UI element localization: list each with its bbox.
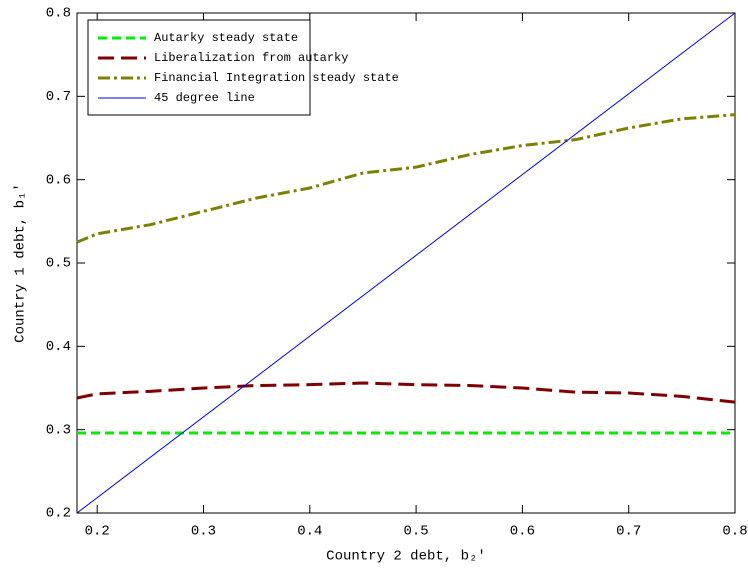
legend-box [87, 19, 311, 116]
y-tick-label: 0.5 [46, 256, 71, 272]
legend-label: 45 degree line [154, 91, 255, 105]
y-tick-label: 0.7 [46, 89, 71, 105]
x-tick-label: 0.2 [85, 524, 110, 540]
y-tick-label: 0.4 [46, 339, 71, 355]
x-tick-label: 0.4 [297, 524, 322, 540]
y-tick-label: 0.6 [46, 172, 71, 188]
x-tick-label: 0.5 [403, 524, 428, 540]
series-line [76, 12, 736, 514]
legend-label: Autarky steady state [154, 31, 298, 45]
y-tick-label: 0.8 [46, 6, 71, 22]
y-tick-label: 0.2 [46, 506, 71, 522]
legend-label: Financial Integration steady state [154, 71, 399, 85]
x-axis-label: Country 2 debt, b₂′ [326, 549, 486, 565]
x-tick-label: 0.8 [722, 524, 747, 540]
x-tick-label: 0.3 [191, 524, 216, 540]
x-tick-label: 0.7 [616, 524, 641, 540]
y-axis-label: Country 1 debt, b₁′ [13, 183, 29, 343]
series-line [76, 113, 736, 244]
legend: Autarky steady state Liberalization from … [87, 19, 399, 116]
y-tick-label: 0.3 [46, 422, 71, 438]
series-line [76, 381, 736, 404]
legend-label: Liberalization from autarky [154, 51, 348, 65]
x-tick-label: 0.6 [510, 524, 535, 540]
